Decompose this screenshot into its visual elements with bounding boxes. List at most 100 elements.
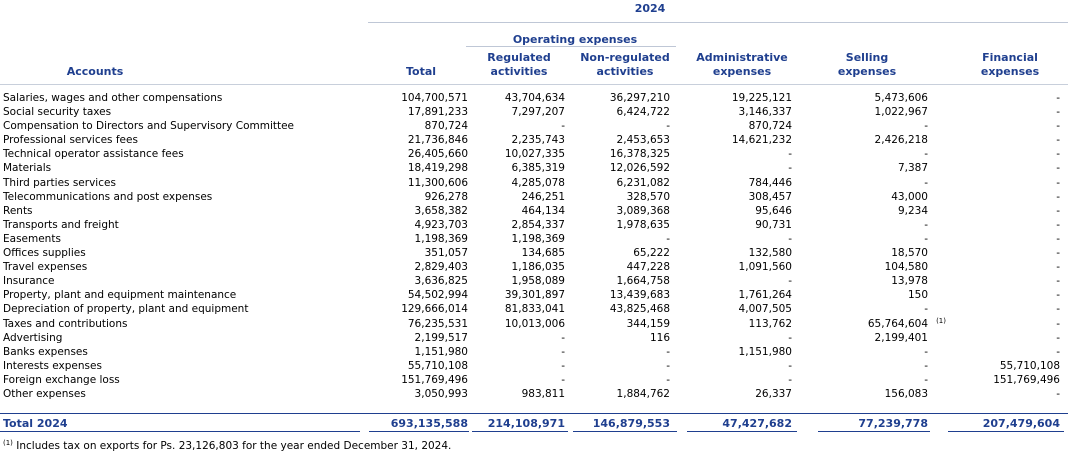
header-bottom-rule [0,84,1068,85]
selling-cell: 65,764,604 [867,317,928,330]
account-cell: Transports and freight [3,218,119,231]
account-cell: Offices supplies [3,247,86,260]
account-cell: Travel expenses [3,261,88,274]
total-cell: 11,300,606 [407,176,468,189]
total-bottom-rule-non-regulated [573,431,677,432]
table-row: Offices supplies 351,057 134,685 65,222 132,… [0,246,1068,260]
regulated-header-line2: activities [490,65,548,78]
account-cell: Banks expenses [3,345,88,358]
administrative-cell: - [788,331,792,344]
selling-cell: 104,580 [884,261,928,274]
administrative-header-line2: expenses [712,65,772,78]
regulated-cell: 1,198,369 [511,232,565,245]
administrative-cell: 26,337 [755,387,792,400]
financial-cell: - [1056,303,1060,316]
table-row: Banks expenses 1,151,980 - - 1,151,980 - - [0,345,1068,359]
total-cell: 2,199,517 [414,331,468,344]
administrative-cell: - [788,232,792,245]
non-regulated-cell: 328,570 [626,190,670,203]
non-regulated-cell: 65,222 [633,247,670,260]
total-cell: 54,502,994 [407,289,468,302]
total-cell: 1,198,369 [414,232,468,245]
selling-cell: 43,000 [891,190,928,203]
financial-cell: - [1056,261,1060,274]
financial-cell: - [1056,289,1060,302]
administrative-cell: 1,091,560 [738,261,792,274]
non-regulated-cell: 12,026,592 [609,162,670,175]
account-cell: Depreciation of property, plant and equi… [3,303,249,316]
operating-expenses-header: Operating expenses [512,33,638,46]
regulated-cell: 2,235,743 [511,134,565,147]
regulated-header-line1: Regulated [487,51,551,64]
financial-cell: - [1056,331,1060,344]
regulated-cell: - [561,331,565,344]
administrative-cell: 113,762 [748,317,792,330]
table-row: Social security taxes 17,891,233 7,297,207… [0,105,1068,119]
table-row: Taxes and contributions 76,235,531 10,013,… [0,317,1068,331]
account-cell: Rents [3,204,33,217]
total-cell: 76,235,531 [407,317,468,330]
selling-header-line1: Selling [845,51,889,64]
non-regulated-header-line2: activities [596,65,654,78]
total-cell: 351,057 [424,247,468,260]
selling-cell: - [924,218,928,231]
selling-cell: - [924,303,928,316]
table-row: Travel expenses 2,829,403 1,186,035 447,228… [0,260,1068,274]
administrative-cell: - [788,148,792,161]
financial-cell: - [1056,120,1060,133]
regulated-cell: 983,811 [521,387,565,400]
selling-cell: 18,570 [891,247,928,260]
account-cell: Social security taxes [3,106,112,119]
account-cell: Materials [3,162,52,175]
total-header: Total [405,65,437,78]
financial-cell: - [1056,247,1060,260]
account-cell: Easements [3,232,61,245]
total-top-rule [0,413,1068,414]
administrative-cell: 1,761,264 [738,289,792,302]
table-row: Compensation to Directors and Supervisor… [0,119,1068,133]
total-bottom-rule-selling [818,431,930,432]
regulated-cell: 10,027,335 [504,148,565,161]
selling-cell: - [924,232,928,245]
table-row: Easements 1,198,369 1,198,369 - - - - [0,232,1068,246]
total-cell: 3,658,382 [414,204,468,217]
total-cell: 55,710,108 [407,359,468,372]
table-row: Salaries, wages and other compensations 1… [0,91,1068,105]
non-regulated-cell: 3,089,368 [616,204,670,217]
administrative-cell: 3,146,337 [738,106,792,119]
non-regulated-header-line1: Non-regulated [580,51,670,64]
administrative-cell: 14,621,232 [731,134,792,147]
administrative-expenses-header: Administrative expenses [686,51,798,79]
selling-cell: - [924,359,928,372]
administrative-cell: - [788,275,792,288]
table-row: Transports and freight 4,923,703 2,854,337… [0,218,1068,232]
total-row-selling: 77,239,778 [858,417,928,430]
administrative-cell: - [788,162,792,175]
regulated-cell: 81,833,041 [504,303,565,316]
regulated-cell: 43,704,634 [504,92,565,104]
financial-cell: - [1056,148,1060,161]
table-row: Foreign exchange loss 151,769,496 - - - - 151,… [0,373,1068,387]
total-row-total: 693,135,588 [390,417,468,430]
administrative-cell: 4,007,505 [738,303,792,316]
table-row: Telecommunications and post expenses 926,… [0,190,1068,204]
account-cell: Taxes and contributions [3,317,128,330]
non-regulated-cell: 16,378,325 [609,148,670,161]
administrative-cell: 95,646 [755,204,792,217]
financial-cell: - [1056,275,1060,288]
financial-cell: - [1056,387,1060,400]
total-cell: 21,736,846 [407,134,468,147]
selling-cell: - [924,345,928,358]
administrative-cell: 784,446 [748,176,792,189]
account-cell: Interests expenses [3,359,102,372]
total-cell: 129,666,014 [401,303,468,316]
table-row: Depreciation of property, plant and equi… [0,302,1068,316]
table-row: Property, plant and equipment maintenanc… [0,288,1068,302]
total-cell: 3,636,825 [414,275,468,288]
regulated-cell: 464,134 [521,204,565,217]
regulated-cell: 7,297,207 [511,106,565,119]
selling-cell: 5,473,606 [874,92,928,104]
financial-header-line1: Financial [982,51,1038,64]
selling-cell: 7,387 [897,162,928,175]
table-row: Technical operator assistance fees 26,405… [0,147,1068,161]
